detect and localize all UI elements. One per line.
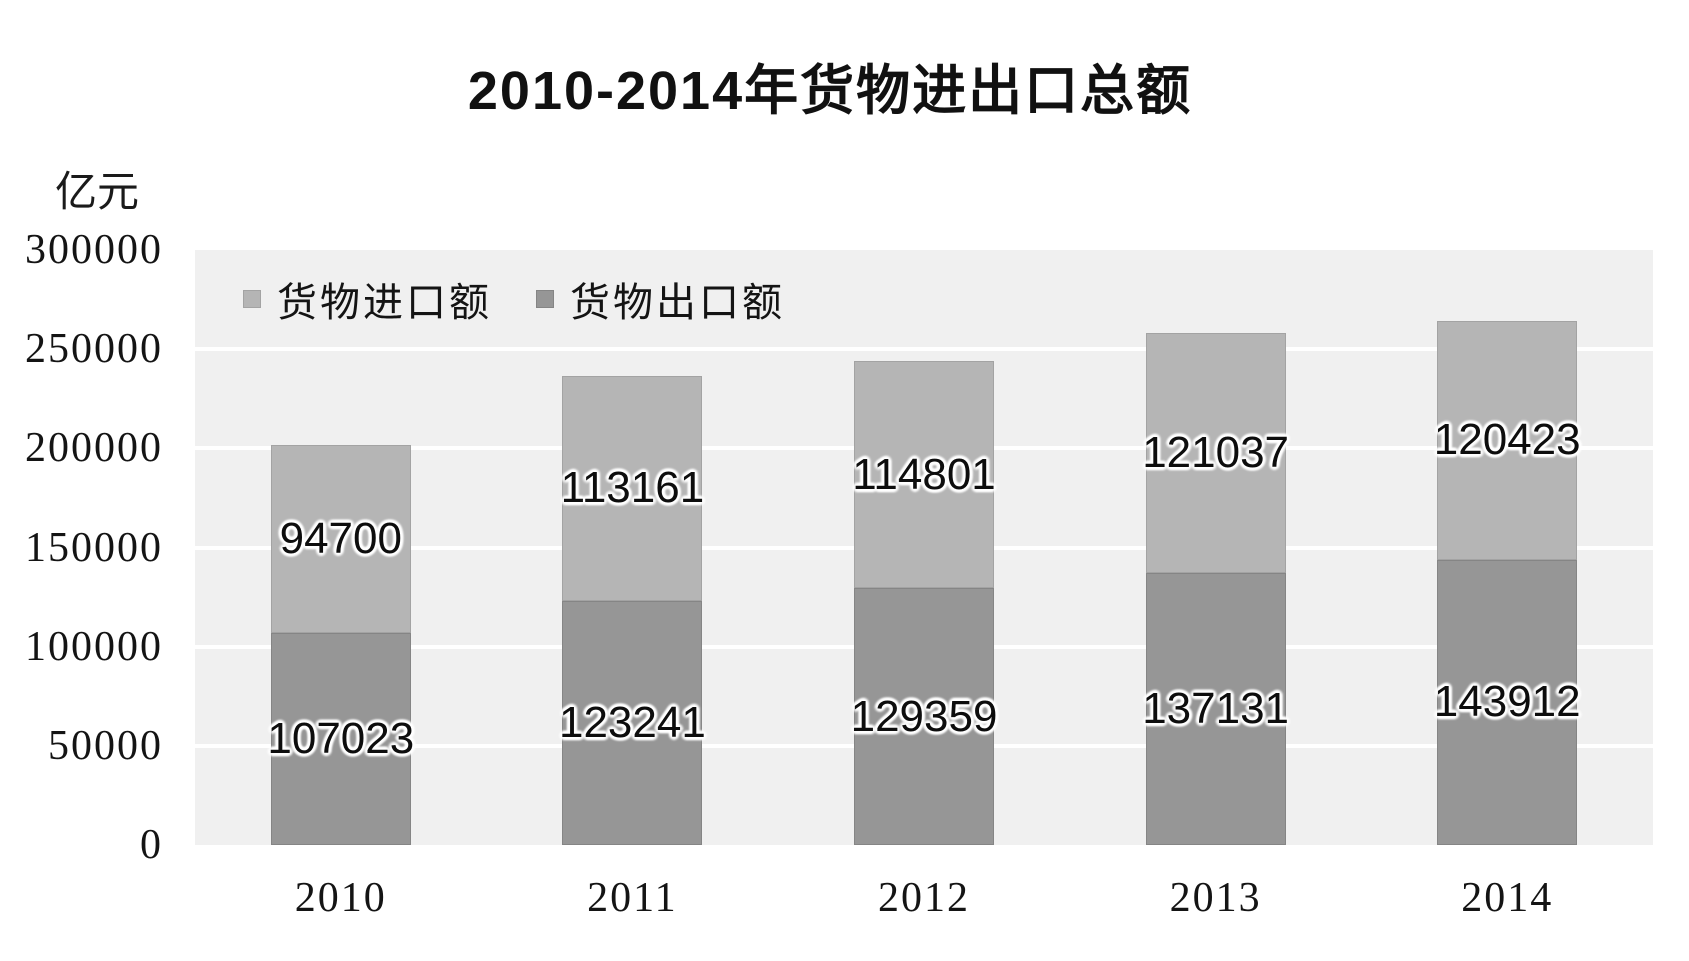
- legend: 货物进口额 货物出口额: [243, 276, 785, 325]
- legend-swatch: [536, 290, 554, 308]
- bar-value-label: 94700: [279, 513, 402, 563]
- y-axis-tick-label: 150000: [25, 524, 163, 571]
- bar-value-label: 129359: [850, 691, 998, 741]
- y-axis-tick-label: 200000: [25, 425, 163, 472]
- bar-segment-import: 113161: [560, 376, 705, 601]
- x-axis-label: 2013: [1169, 875, 1262, 921]
- legend-item: 货物进口额: [243, 276, 492, 325]
- bar-value-label: 123241: [558, 697, 706, 747]
- bar-value-label: 137131: [1142, 684, 1290, 733]
- bar-segment-import: 114801: [852, 360, 996, 589]
- chart-title: 2010-2014年货物进出口总额: [467, 61, 1193, 121]
- bar-value-label: 120423: [1433, 415, 1581, 465]
- legend-label: 货物进口额: [277, 280, 492, 325]
- legend-label: 货物出口额: [570, 280, 785, 325]
- x-axis-label: 2012: [877, 875, 970, 921]
- bar-value-label: 121037: [1142, 427, 1290, 477]
- y-axis-tick-label: 50000: [48, 722, 163, 769]
- bar-segment-export: 129359: [851, 588, 997, 845]
- legend-item: 货物出口额: [536, 276, 785, 325]
- bar-segment-import: 120423: [1434, 320, 1581, 560]
- x-axis-label: 2014: [1461, 875, 1554, 921]
- y-axis-unit-label: 亿元: [55, 170, 140, 216]
- gridline: [195, 347, 1653, 352]
- y-axis-tick-label: 100000: [25, 623, 163, 670]
- bar-segment-import: 121037: [1142, 332, 1289, 573]
- bar-segment-export: 107023: [267, 632, 414, 845]
- bar-segment-export: 137131: [1142, 573, 1289, 845]
- bar-segment-export: 143912: [1434, 559, 1581, 845]
- bar-value-label: 114801: [852, 449, 996, 499]
- bar-value-label: 107023: [267, 713, 415, 763]
- bar-value-label: 143912: [1433, 677, 1581, 727]
- x-axis-label: 2010: [294, 875, 387, 921]
- plot-area: 107023 94700 123241 113161 129359 114801 13713…: [195, 250, 1653, 845]
- y-axis-tick-label: 300000: [25, 227, 163, 273]
- bar-segment-export: 123241: [559, 600, 706, 845]
- y-axis-tick-label: 0: [140, 822, 163, 868]
- x-axis-label: 2011: [587, 875, 678, 921]
- y-axis-tick-label: 250000: [25, 326, 163, 373]
- legend-swatch: [243, 290, 261, 308]
- bar-segment-import: 94700: [270, 444, 411, 633]
- bar-value-label: 113161: [560, 463, 705, 513]
